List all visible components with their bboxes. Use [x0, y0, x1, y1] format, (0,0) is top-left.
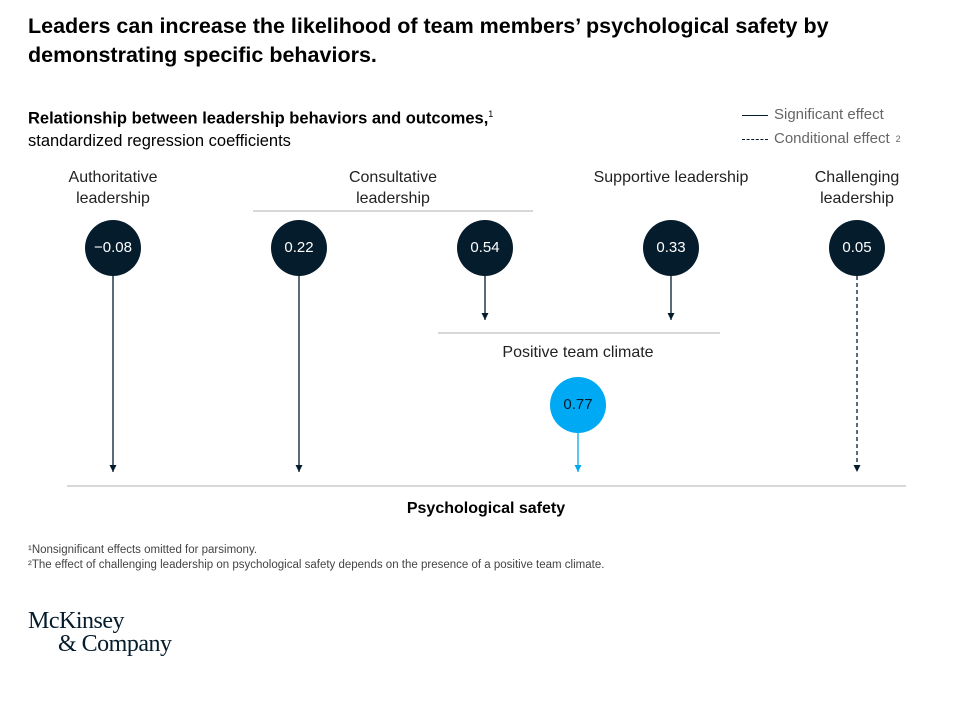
- coef-authoritative: −0.08: [94, 239, 132, 256]
- mckinsey-logo: McKinsey & Company: [28, 608, 172, 657]
- coef-consultative-safety: 0.22: [284, 239, 314, 256]
- footnote-2: ²The effect of challenging leadership on…: [28, 559, 605, 571]
- footnotes: ¹Nonsignificant effects omitted for pars…: [28, 543, 604, 573]
- group-label-consultative: Consultative leadership: [348, 169, 438, 207]
- footnote-1: ¹Nonsignificant effects omitted for pars…: [28, 544, 258, 556]
- node-authoritative: [85, 220, 141, 276]
- subtitle-bold: Relationship between leadership behavior…: [28, 109, 489, 128]
- legend-significant-label: Significant effect: [774, 106, 884, 123]
- legend: Significant effect Conditional effect 2: [742, 103, 901, 151]
- logo-line-2: & Company: [58, 631, 172, 657]
- coef-team-climate: 0.77: [563, 396, 593, 413]
- node-supportive: [643, 220, 699, 276]
- coef-challenging: 0.05: [842, 239, 872, 256]
- subtitle-units: standardized regression coefficients: [28, 131, 291, 150]
- subtitle-footnote-mark: 1: [488, 109, 494, 119]
- coef-consultative-climate: 0.54: [470, 239, 500, 256]
- node-consultative-climate: [457, 220, 513, 276]
- dashed-line-swatch: [742, 138, 768, 140]
- exhibit-title: Leaders can increase the likelihood of t…: [28, 14, 829, 67]
- team-climate-label: Positive team climate: [502, 344, 654, 361]
- group-label-supportive: Supportive leadership: [593, 169, 749, 186]
- group-label-challenging: Challenging leadership: [814, 169, 900, 207]
- node-consultative-safety: [271, 220, 327, 276]
- chart-subtitle: Relationship between leadership behavior…: [28, 103, 493, 152]
- solid-line-swatch: [742, 114, 768, 116]
- logo-line-1: McKinsey: [28, 608, 124, 634]
- node-team-climate: [550, 377, 606, 433]
- coef-supportive: 0.33: [656, 239, 686, 256]
- group-label-authoritative: Authoritative leadership: [68, 169, 158, 207]
- legend-significant: Significant effect: [742, 103, 901, 127]
- outcome-label: Psychological safety: [406, 500, 566, 517]
- legend-conditional-label: Conditional effect: [774, 130, 890, 147]
- legend-conditional: Conditional effect 2: [742, 127, 901, 151]
- legend-footnote-mark: 2: [895, 134, 901, 144]
- node-challenging: [829, 220, 885, 276]
